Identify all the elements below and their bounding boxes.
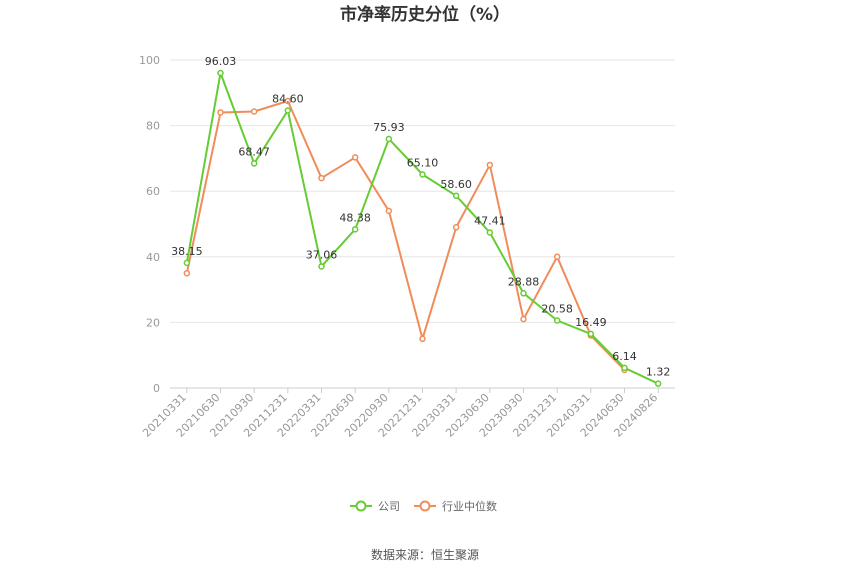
industry-median-point-20221231[interactable] <box>419 335 426 343</box>
y-tick-label-80: 80 <box>146 120 160 133</box>
industry-median-point-20220930[interactable] <box>385 207 393 215</box>
data-label-20240331: 16.49 <box>575 316 607 329</box>
industry-median-point-20230331[interactable] <box>452 224 460 231</box>
data-label-20220630: 48.38 <box>339 211 371 224</box>
data-label-20220331: 37.06 <box>306 248 338 261</box>
industry-median-point-20220630[interactable] <box>351 154 359 161</box>
legend-marker-company <box>355 500 367 512</box>
data-label-20230331: 58.60 <box>440 178 472 191</box>
legend-item-industry-median[interactable]: 行业中位数 <box>414 499 497 513</box>
legend-label-industry-median: 行业中位数 <box>442 499 497 513</box>
data-label-20211231: 84.60 <box>272 93 304 106</box>
data-label-20240630: 6.14 <box>612 350 637 363</box>
grid <box>170 59 675 323</box>
data-label-20210630: 96.03 <box>205 55 237 68</box>
company-point-20220630[interactable] <box>351 226 359 233</box>
industry-median-point-20220331[interactable] <box>318 174 325 182</box>
industry-median-point-20210630[interactable] <box>217 109 224 116</box>
legend-item-company[interactable]: 公司 <box>350 500 400 513</box>
y-tick-label-0: 0 <box>153 382 160 395</box>
company-point-20210331[interactable] <box>183 259 191 267</box>
source-note: 数据来源：恒生聚源 <box>371 547 479 562</box>
industry-median-point-20230930[interactable] <box>520 315 527 323</box>
data-label-20230630: 47.41 <box>474 214 506 227</box>
company-point-20230930[interactable] <box>520 290 527 297</box>
company-point-20240331[interactable] <box>587 330 595 338</box>
company-point-20230630[interactable] <box>486 229 494 236</box>
y-tick-label-40: 40 <box>146 251 160 264</box>
company-point-20211231[interactable] <box>284 107 292 114</box>
company-point-20230331[interactable] <box>452 192 460 200</box>
series-lines <box>183 69 662 387</box>
company-point-20240826[interactable] <box>654 380 662 387</box>
industry-median-point-20231231[interactable] <box>553 253 561 261</box>
data-label-20220930: 75.93 <box>373 121 405 134</box>
data-label-20221231: 65.10 <box>407 156 439 169</box>
company-point-20221231[interactable] <box>419 171 426 178</box>
company-point-20210930[interactable] <box>250 160 258 167</box>
industry-median-point-20211231[interactable] <box>284 97 292 105</box>
industry-median-point-20210331[interactable] <box>183 269 191 277</box>
company-point-20231231[interactable] <box>553 317 561 324</box>
company-point-20210630[interactable] <box>217 69 224 77</box>
data-labels: 38.15 96.03 68.47 84.60 37.06 48.38 75.93 65.10… <box>171 55 670 379</box>
company-point-20220331[interactable] <box>318 263 325 270</box>
data-label-20240826: 1.32 <box>646 366 671 379</box>
data-label-20231231: 20.58 <box>541 302 573 315</box>
company-point-20220930[interactable] <box>385 135 393 143</box>
industry-median-point-20210930[interactable] <box>250 108 258 115</box>
data-label-20210331: 38.15 <box>171 245 203 258</box>
chart-title: 市净率历史分位（%） <box>340 4 510 25</box>
legend-marker-industry-median <box>419 500 431 512</box>
series-line-industry-median <box>185 100 626 371</box>
industry-median-point-20230630[interactable] <box>486 161 494 169</box>
legend: 公司 行业中位数 <box>350 499 497 513</box>
data-label-20210930: 68.47 <box>238 145 270 158</box>
y-tick-label-20: 20 <box>146 316 160 329</box>
legend-label-company: 公司 <box>378 500 400 513</box>
y-tick-label-60: 60 <box>146 185 160 198</box>
data-label-20230930: 28.88 <box>508 275 540 288</box>
y-tick-label-100: 100 <box>139 54 160 67</box>
company-point-20240630[interactable] <box>621 364 628 372</box>
